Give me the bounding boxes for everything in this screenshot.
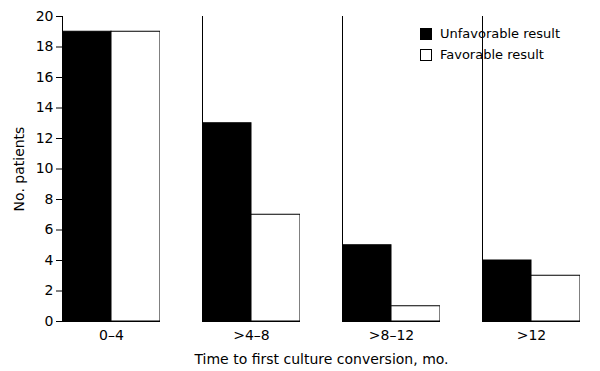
- svg-text:2: 2: [45, 282, 54, 298]
- svg-text:0–4: 0–4: [99, 327, 124, 343]
- svg-text:No. patients: No. patients: [11, 127, 27, 212]
- svg-text:16: 16: [36, 69, 54, 85]
- svg-text:8: 8: [45, 191, 54, 207]
- html-text:Unfavorable result: Unfavorable result: [440, 26, 560, 41]
- svg-text:20: 20: [36, 8, 54, 24]
- svg-text:18: 18: [36, 38, 54, 54]
- svg-text:>8–12: >8–12: [369, 327, 414, 343]
- svg-text:>12: >12: [517, 327, 547, 343]
- svg-text:14: 14: [36, 99, 54, 115]
- svg-text:10: 10: [36, 160, 54, 176]
- svg-text:0: 0: [45, 313, 54, 329]
- svg-text:12: 12: [36, 130, 54, 146]
- svg-text:4: 4: [45, 252, 54, 268]
- html-text:Favorable result: Favorable result: [440, 47, 544, 62]
- svg-text:Time to first culture conversi: Time to first culture conversion, mo.: [193, 351, 448, 367]
- svg-text:6: 6: [45, 221, 54, 237]
- svg-text:>4–8: >4–8: [233, 327, 270, 343]
